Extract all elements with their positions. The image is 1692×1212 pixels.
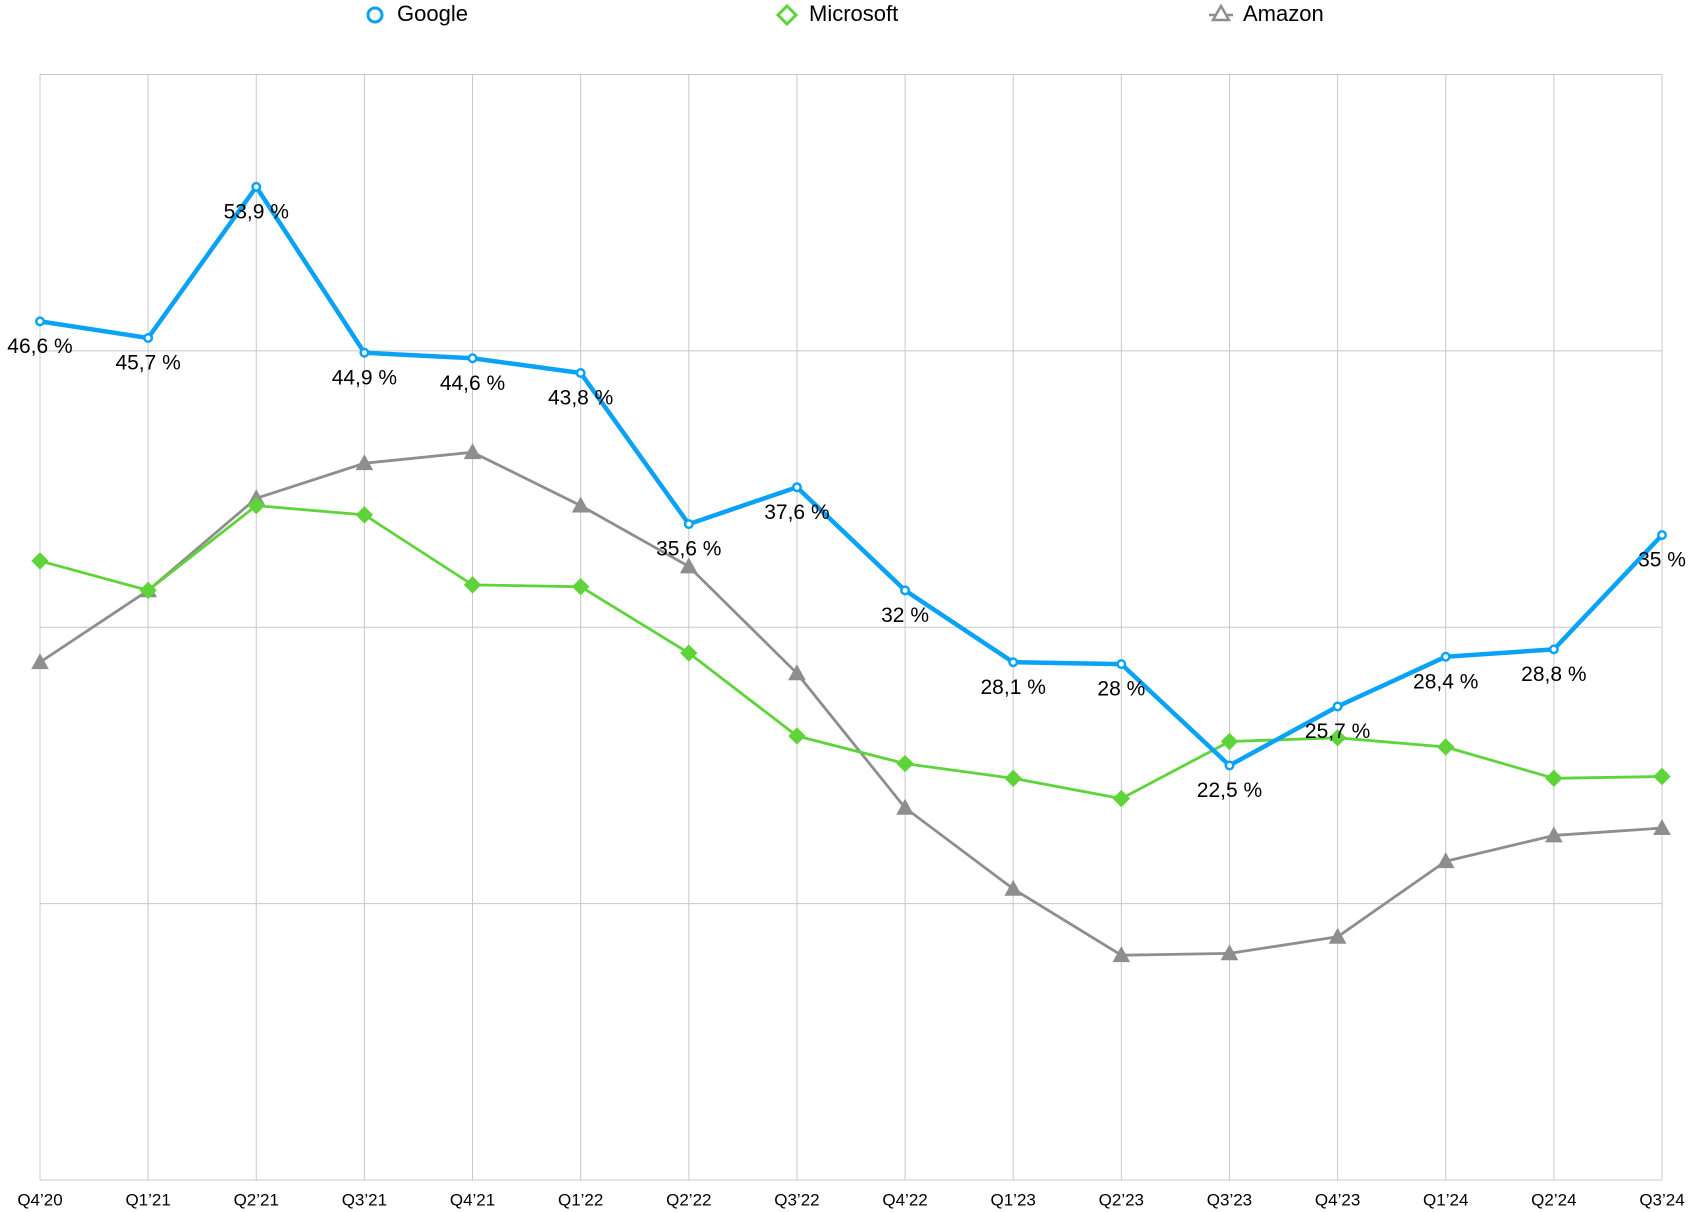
- legend-item: Amazon: [1209, 1, 1324, 26]
- marker: [1653, 767, 1671, 786]
- data-label: 44,6 %: [440, 372, 505, 395]
- marker: [1328, 927, 1347, 944]
- marker: [1004, 879, 1023, 896]
- legend-marker: [1210, 3, 1232, 22]
- x-tick-label: Q2’21: [234, 1190, 279, 1209]
- marker: [35, 316, 45, 327]
- data-label: 28,4 %: [1413, 670, 1478, 693]
- x-tick-label: Q4’21: [450, 1190, 495, 1209]
- marker: [571, 578, 590, 596]
- marker: [1116, 659, 1127, 670]
- x-tick-label: Q4’20: [17, 1190, 62, 1209]
- marker: [896, 754, 914, 773]
- x-tick-label: Q1’21: [125, 1190, 170, 1209]
- marker: [1224, 760, 1235, 771]
- x-tick-label: Q3’21: [342, 1190, 387, 1209]
- marker: [1545, 769, 1563, 788]
- marker: [900, 585, 911, 596]
- legend-marker: [366, 6, 384, 24]
- data-label: 22,5 %: [1197, 779, 1262, 802]
- marker: [31, 653, 49, 670]
- marker: [1437, 738, 1455, 756]
- marker: [247, 496, 265, 515]
- data-label: 46,6 %: [7, 335, 72, 358]
- marker: [1657, 530, 1667, 541]
- marker: [143, 332, 154, 343]
- marker: [575, 367, 586, 378]
- x-tick-label: Q2’24: [1531, 1190, 1576, 1209]
- series-line: [39, 504, 1663, 801]
- marker: [683, 519, 694, 530]
- marker: [680, 644, 698, 662]
- marker: [1436, 852, 1455, 869]
- legend-label: Microsoft: [809, 1, 898, 26]
- marker: [571, 496, 590, 513]
- marker: [1220, 944, 1239, 961]
- marker: [1653, 819, 1671, 835]
- marker: [896, 798, 914, 815]
- data-label: 35,6 %: [656, 538, 721, 561]
- marker: [355, 506, 374, 524]
- marker: [791, 482, 802, 493]
- x-tick-label: Q2’22: [666, 1190, 711, 1209]
- x-tick-label: Q4’22: [882, 1190, 927, 1209]
- legend-item: Microsoft: [775, 1, 898, 27]
- x-tick-label: Q1’22: [558, 1190, 603, 1209]
- data-label: 28,8 %: [1521, 663, 1586, 686]
- x-tick-label: Q1’24: [1423, 1190, 1468, 1209]
- legend-marker: [775, 3, 799, 27]
- x-tick-label: Q3’22: [774, 1190, 819, 1209]
- marker: [1545, 826, 1563, 843]
- x-tick-label: Q3’23: [1207, 1190, 1252, 1209]
- data-label: 37,6 %: [764, 501, 829, 524]
- data-label: 43,8 %: [548, 387, 613, 410]
- marker: [467, 353, 478, 364]
- data-label: 28 %: [1097, 678, 1145, 701]
- marker: [1328, 729, 1347, 747]
- marker: [359, 347, 370, 358]
- data-label: 45,7 %: [115, 352, 180, 375]
- legend-item: Google: [366, 1, 468, 26]
- x-tick-label: Q1’23: [991, 1190, 1036, 1209]
- marker: [139, 581, 157, 600]
- marker: [1332, 701, 1343, 712]
- marker: [31, 552, 49, 570]
- marker: [788, 727, 806, 745]
- marker: [679, 557, 698, 574]
- marker: [1008, 657, 1019, 668]
- legend-label: Google: [397, 1, 468, 26]
- data-label: 25,7 %: [1305, 720, 1370, 743]
- marker: [1220, 732, 1239, 751]
- data-label: 44,9 %: [332, 366, 397, 389]
- series-line: [39, 184, 1664, 768]
- data-label: 32 %: [881, 604, 929, 627]
- x-tick-label: Q2’23: [1099, 1190, 1144, 1209]
- marker: [1548, 644, 1559, 655]
- data-label: 53,9 %: [224, 200, 289, 223]
- marker: [355, 454, 374, 471]
- marker: [1004, 769, 1022, 788]
- marker: [788, 664, 806, 681]
- x-tick-label: Q3’24: [1639, 1190, 1684, 1209]
- marker: [1112, 789, 1131, 808]
- series-line: [39, 450, 1663, 957]
- x-tick-label: Q4’23: [1315, 1190, 1360, 1209]
- marker: [251, 181, 262, 192]
- marker: [1440, 651, 1451, 662]
- marker: [1112, 946, 1131, 963]
- marker: [463, 443, 482, 460]
- data-label: 28,1 %: [981, 676, 1046, 699]
- legend-label: Amazon: [1243, 1, 1324, 26]
- marker: [463, 576, 482, 594]
- data-label: 35 %: [1638, 549, 1686, 572]
